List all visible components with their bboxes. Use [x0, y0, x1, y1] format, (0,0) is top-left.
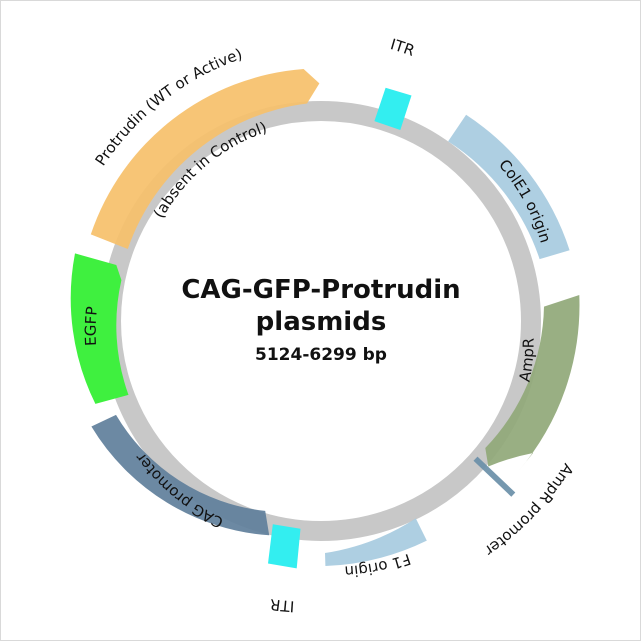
plasmid-title-line2: plasmids	[256, 307, 387, 337]
f1-origin-feature	[325, 518, 427, 566]
itr-label-top: ITR	[388, 35, 417, 60]
egfp-label: EGFP	[82, 306, 101, 347]
egfp-feature	[70, 253, 129, 404]
ampr-feature	[485, 295, 580, 472]
cag-promoter-feature	[91, 414, 270, 536]
protrudin-feature	[90, 69, 320, 249]
plasmid-title-line1: CAG-GFP-Protrudin	[181, 275, 460, 305]
ampr-label: AmpR	[516, 338, 538, 384]
cole1-origin-feature	[448, 114, 570, 260]
itr-label-bottom: ITR	[269, 595, 295, 615]
itr-feature-bottom	[268, 524, 301, 569]
ampr-promoter-feature	[473, 456, 516, 497]
plasmid-size: 5124-6299 bp	[255, 345, 387, 365]
itr-feature-top	[374, 87, 412, 130]
